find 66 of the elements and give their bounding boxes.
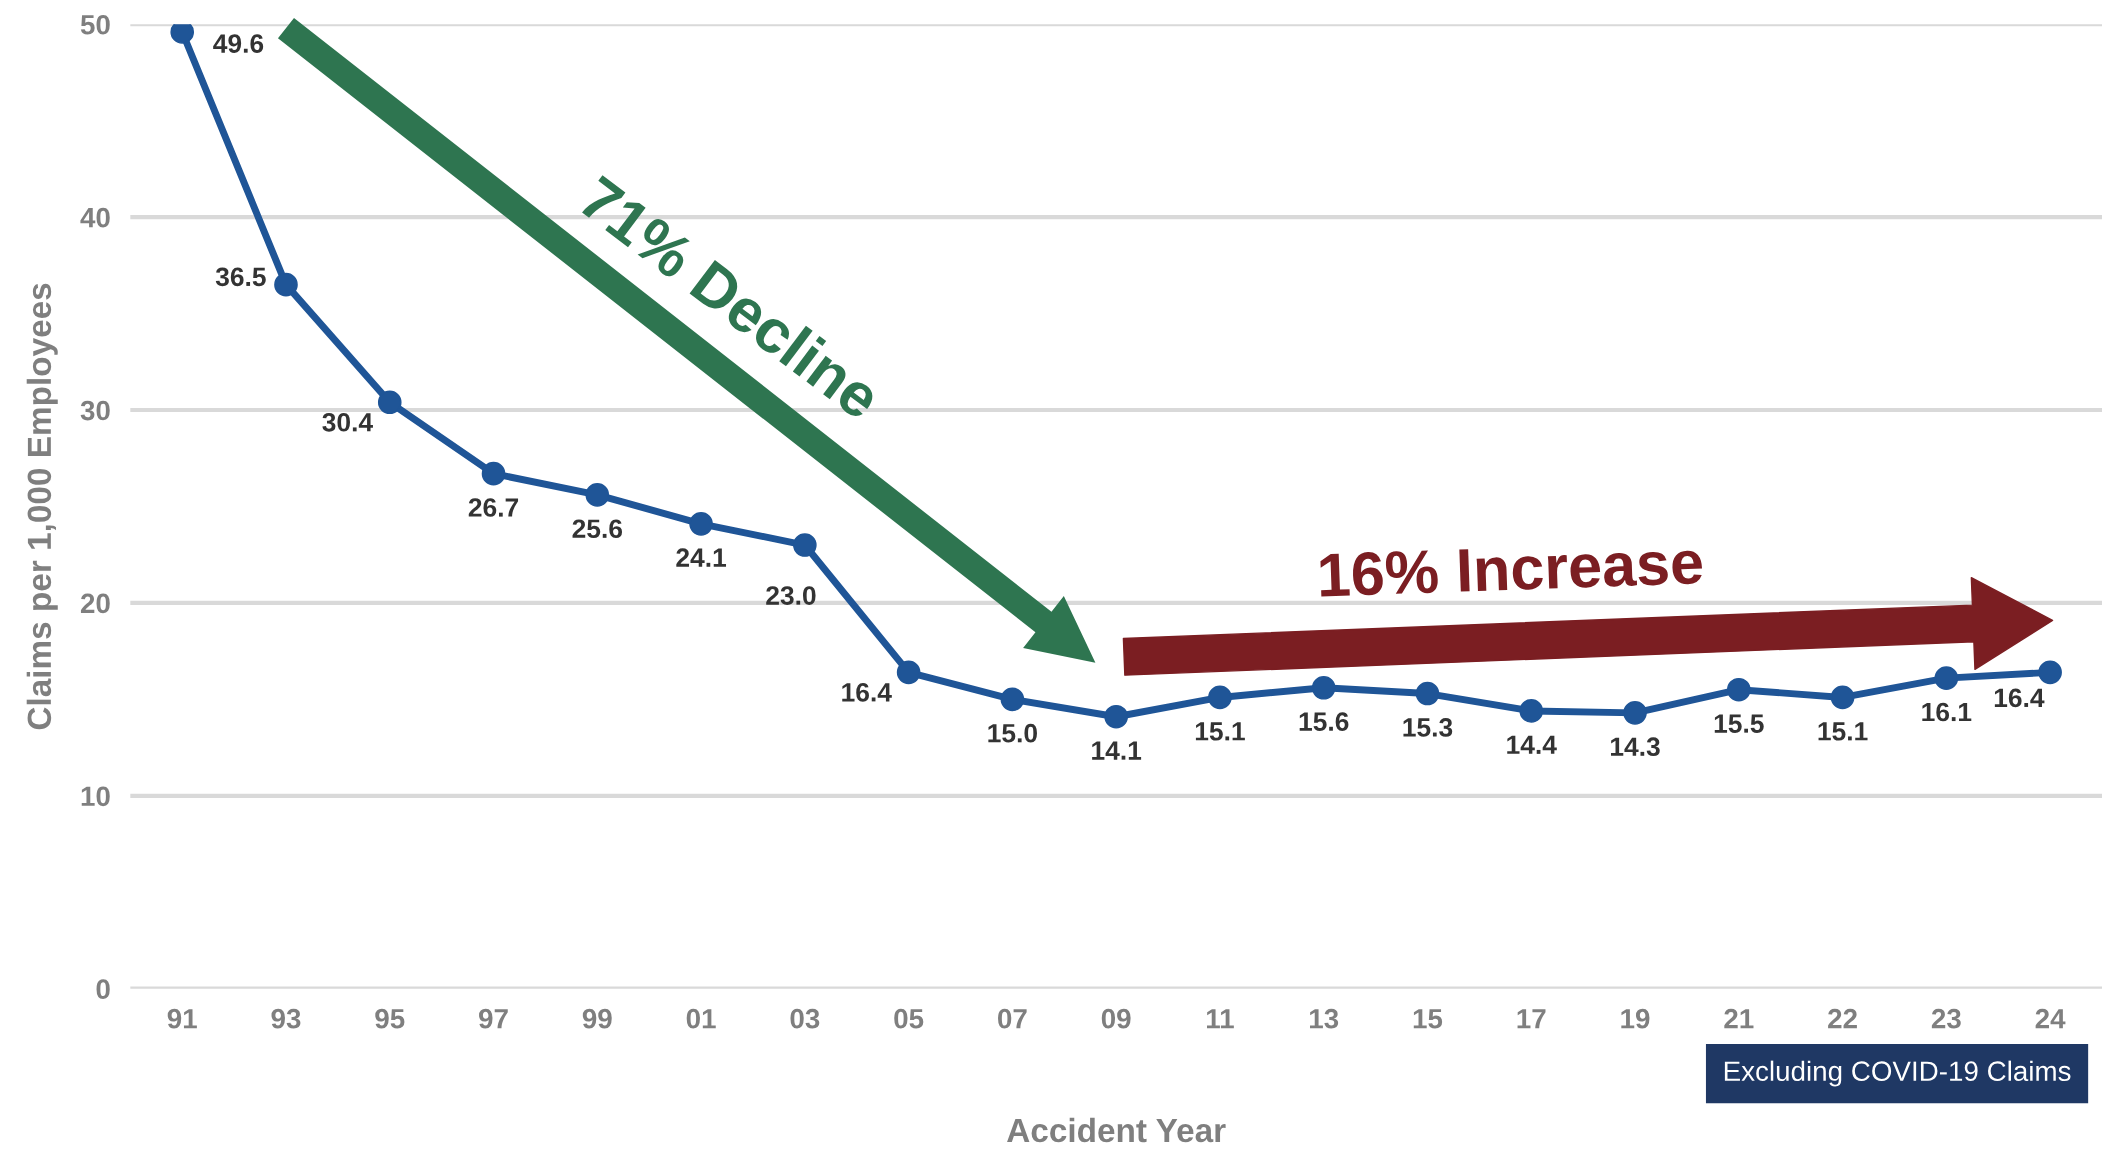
data-label: 15.5	[1714, 714, 1764, 733]
data-label: 25.6	[572, 519, 623, 539]
y-tick-label: 20	[80, 593, 110, 614]
y-tick-label: 50	[80, 14, 110, 35]
x-axis-title: Accident Year	[1007, 1117, 1226, 1143]
point	[1623, 701, 1647, 725]
data-label: 30.4	[322, 412, 373, 432]
data-label: 14.3	[1611, 737, 1660, 757]
data-label: 23.0	[766, 586, 816, 605]
data-label: 14.4	[1507, 735, 1557, 754]
x-tick-label: 19	[1621, 1008, 1650, 1029]
x-tick-label: 11	[1207, 1009, 1234, 1029]
data-label: 16.1	[1922, 702, 1972, 722]
point	[1934, 666, 1959, 690]
x-tick-label: 23	[1931, 1008, 1961, 1029]
x-tick-label: 21	[1724, 1008, 1754, 1029]
data-label: 16.4	[1994, 688, 2045, 708]
x-tick-label: 01	[686, 1008, 716, 1029]
text: Excluding COVID-19 Claims	[1724, 1060, 2071, 1087]
data-label: 15.1	[1818, 722, 1868, 741]
data-label: 14.1	[1092, 741, 1142, 760]
y-tick-label: 30	[80, 400, 110, 421]
point	[585, 483, 610, 507]
point	[1311, 675, 1336, 700]
y-tick-label: 0	[96, 979, 110, 1000]
point	[1726, 677, 1751, 702]
point	[1415, 681, 1440, 706]
x-tick-label: 03	[790, 1008, 820, 1029]
point	[481, 461, 506, 486]
point	[793, 533, 817, 557]
point	[2038, 660, 2062, 685]
annotation: 16% Increase	[1319, 540, 1703, 597]
data-label: 16.4	[842, 682, 892, 702]
point	[1519, 699, 1544, 723]
data-label: 15.1	[1195, 722, 1245, 741]
x-tick-label: 07	[998, 1008, 1027, 1029]
point	[689, 512, 713, 536]
data-label: 49.6	[213, 34, 264, 53]
point	[896, 660, 921, 685]
y-tick-label: 40	[80, 207, 110, 228]
x-tick-label: 17	[1517, 1009, 1546, 1029]
data-label: 15.3	[1403, 718, 1453, 737]
x-tick-label: 95	[375, 1008, 405, 1029]
point	[1000, 687, 1025, 712]
point	[1830, 685, 1855, 710]
x-tick-label: 13	[1310, 1008, 1339, 1029]
x-tick-label: 09	[1101, 1008, 1131, 1029]
y-tick-label: 10	[81, 786, 110, 807]
point	[1104, 704, 1128, 729]
x-tick-label: 93	[271, 1008, 301, 1029]
point	[377, 390, 402, 415]
point	[1208, 685, 1232, 710]
x-tick-label: 15	[1413, 1009, 1443, 1029]
x-tick-label: 05	[894, 1008, 924, 1029]
x-tick-label: 24	[2035, 1008, 2066, 1029]
x-tick-label: 91	[167, 1008, 197, 1029]
data-label: 24.1	[676, 548, 727, 567]
y-axis-title: Claims per 1,000 Employees	[26, 283, 58, 730]
x-tick-label: 97	[479, 1008, 508, 1029]
data-label: 26.7	[468, 498, 519, 517]
data-label: 36.5	[215, 267, 266, 287]
x-tick-label: 22	[1828, 1008, 1857, 1029]
data-label: 15.0	[988, 723, 1037, 743]
data-label: 15.6	[1299, 712, 1349, 731]
x-tick-label: 99	[582, 1008, 612, 1029]
point	[274, 272, 298, 297]
